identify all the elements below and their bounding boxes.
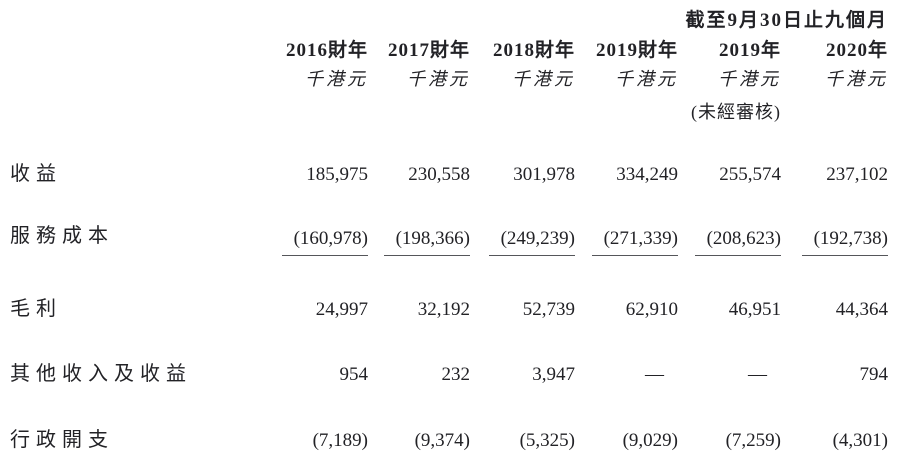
unit-label: 千港元 (718, 69, 781, 89)
underlined-value: (208,623) (695, 228, 781, 256)
row-label-cost-of-services: 服務成本 (10, 225, 114, 247)
financial-summary-page: 截至9月30日止九個月 2016財年 2017財年 2018財年 2019財年 … (10, 0, 889, 454)
unit-label: 千港元 (407, 69, 470, 89)
unit-label: 千港元 (825, 69, 889, 89)
cell-value: 230,558 (408, 164, 470, 185)
cell-value: (192,738) (781, 188, 889, 258)
unaudited-note: (未經審核) (691, 102, 781, 122)
cell-value: 46,951 (728, 299, 781, 320)
cell-value: (249,239) (470, 188, 575, 258)
cell-value: 232 (441, 364, 471, 385)
cell-value: (160,978) (268, 188, 368, 258)
unaudited-note-row: (未經審核) (10, 93, 888, 124)
cell-value: (9,029) (622, 430, 678, 451)
column-header-fy2019: 2019財年 (595, 40, 678, 61)
column-header-9m2020: 2020年 (826, 40, 889, 61)
column-header-fy2018: 2018財年 (492, 40, 575, 61)
cell-value: 954 (339, 364, 369, 385)
cell-value: (7,259) (725, 430, 781, 451)
cell-value-nil: — (645, 364, 664, 385)
row-label-admin-expenses: 行政開支 (10, 429, 114, 451)
column-header-9m2019: 2019年 (718, 40, 781, 61)
unit-label: 千港元 (615, 69, 678, 89)
cell-value: (5,325) (519, 430, 575, 451)
cell-value-nil: — (748, 364, 767, 385)
cell-value: (198,366) (368, 188, 470, 258)
financial-summary-table: 截至9月30日止九個月 2016財年 2017財年 2018財年 2019財年 … (10, 0, 889, 454)
unit-label: 千港元 (512, 69, 575, 89)
cell-value: 334,249 (616, 164, 678, 185)
underlined-value: (271,339) (592, 228, 678, 256)
cell-value: 255,574 (719, 164, 781, 185)
cell-value: 24,997 (315, 299, 368, 320)
column-header-fy2017: 2017財年 (387, 40, 470, 61)
period-header-row: 截至9月30日止九個月 (10, 0, 888, 34)
table-row-cost-of-services: 服務成本 (160,978) (198,366) (249,239) (271,… (10, 188, 889, 258)
underlined-value: (198,366) (384, 228, 470, 256)
row-label-other-income: 其他收入及收益 (10, 363, 192, 385)
row-label-revenue: 收益 (10, 163, 62, 185)
column-unit-row: 千港元 千港元 千港元 千港元 千港元 千港元 (10, 62, 888, 93)
cell-value: (9,374) (414, 430, 470, 451)
underlined-value: (249,239) (489, 228, 575, 256)
cell-value: (208,623) (678, 188, 781, 258)
column-year-row: 2016財年 2017財年 2018財年 2019財年 2019年 2020年 (10, 34, 888, 62)
cell-value: 62,910 (625, 299, 678, 320)
table-row-other-income: 其他收入及收益 954 232 3,947 — — 794 (10, 323, 888, 388)
table-row-gross-profit: 毛利 24,997 32,192 52,739 62,910 46,951 44… (10, 258, 888, 323)
cell-value: 3,947 (532, 364, 575, 385)
cell-value: (271,339) (575, 188, 678, 258)
row-label-gross-profit: 毛利 (10, 298, 62, 320)
underlined-value: (160,978) (282, 228, 368, 256)
cell-value: 301,978 (513, 164, 575, 185)
cell-value: 32,192 (417, 299, 470, 320)
table-row-revenue: 收益 185,975 230,558 301,978 334,249 255,5… (10, 124, 888, 188)
underlined-value: (192,738) (802, 228, 889, 256)
cell-value: 44,364 (835, 299, 889, 320)
cell-value: (7,189) (312, 430, 368, 451)
column-header-fy2016: 2016財年 (285, 40, 368, 61)
cell-value: 185,975 (306, 164, 368, 185)
cell-value: (4,301) (832, 430, 889, 451)
unit-label: 千港元 (305, 69, 368, 89)
table-row-admin-expenses: 行政開支 (7,189) (9,374) (5,325) (9,029) (7,… (10, 388, 888, 454)
cell-value: 794 (859, 364, 889, 385)
cell-value: 52,739 (522, 299, 575, 320)
period-header: 截至9月30日止九個月 (685, 10, 889, 31)
cell-value: 237,102 (826, 164, 889, 185)
